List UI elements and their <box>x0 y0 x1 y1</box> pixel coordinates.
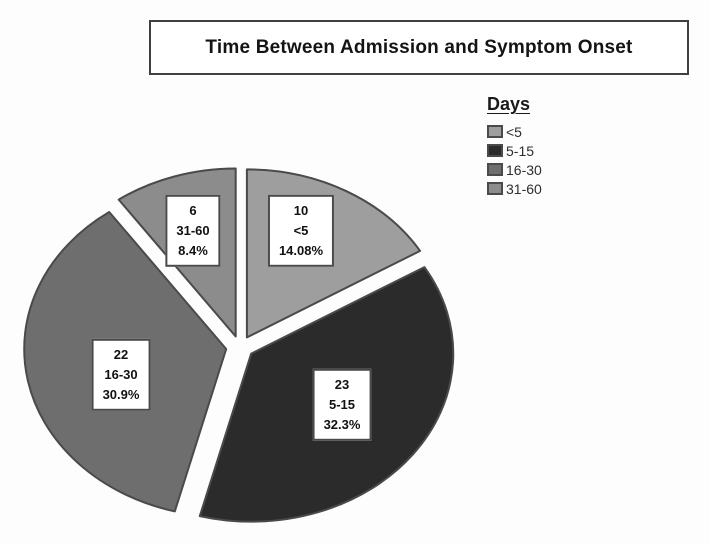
legend-swatch-icon <box>487 182 503 195</box>
legend: Days <5 5-15 16-30 31-60 <box>487 94 542 200</box>
legend-item-16-30: 16-30 <box>487 162 542 177</box>
legend-item-label: <5 <box>506 123 522 140</box>
legend-item-under-5: <5 <box>487 124 542 139</box>
legend-item-label: 31-60 <box>506 180 542 197</box>
legend-item-31-60: 31-60 <box>487 181 542 196</box>
chart-title: Time Between Admission and Symptom Onset <box>205 36 633 58</box>
pie-slice-5-15 <box>198 266 455 523</box>
legend-item-label: 16-30 <box>506 161 542 178</box>
legend-swatch-icon <box>487 144 503 157</box>
legend-swatch-icon <box>487 163 503 176</box>
chart-title-box: Time Between Admission and Symptom Onset <box>149 20 689 75</box>
legend-item-label: 5-15 <box>506 142 535 159</box>
legend-title: Days <box>487 94 531 114</box>
legend-item-5-15: 5-15 <box>487 143 542 158</box>
legend-swatch-icon <box>487 125 503 138</box>
